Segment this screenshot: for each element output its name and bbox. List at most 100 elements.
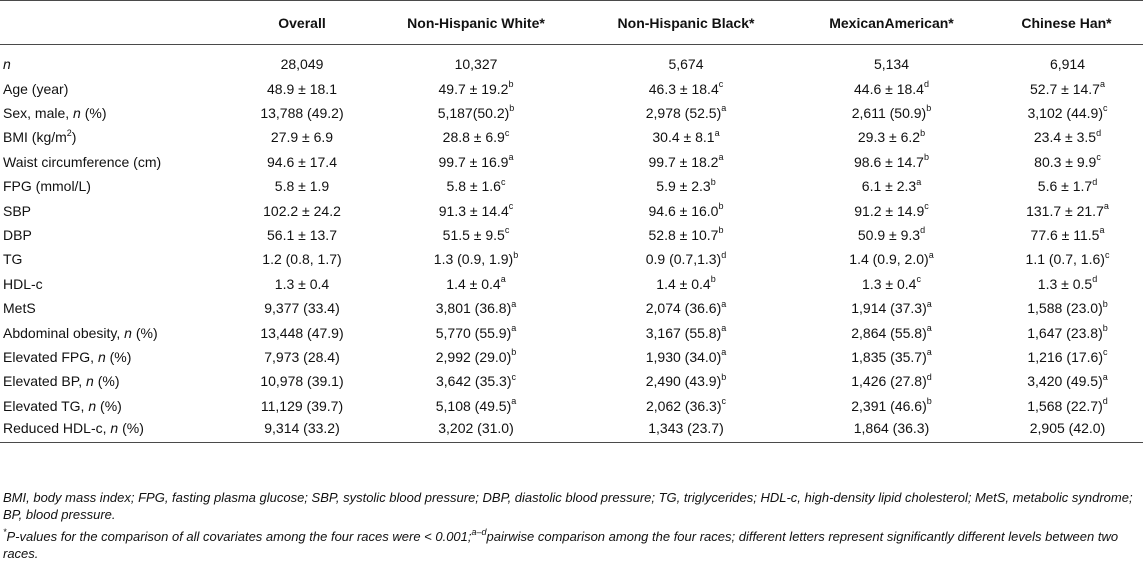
- table-cell: 10,978 (39.1): [260, 373, 344, 390]
- table-cell: 5.9 ± 2.3b: [656, 176, 716, 195]
- table-cell: 13,448 (47.9): [260, 324, 344, 341]
- significance-letter: b: [718, 225, 724, 236]
- significance-letter: b: [513, 249, 519, 260]
- table-cell: 80.3 ± 9.9c: [1034, 152, 1101, 170]
- abbreviations-note: BMI, body mass index; FPG, fasting plasm…: [3, 490, 1133, 522]
- row-label: TG: [3, 251, 23, 268]
- table-cell: 9,377 (33.4): [264, 300, 340, 317]
- significance-letter: c: [718, 79, 724, 90]
- table-cell: 10,327: [454, 55, 498, 72]
- footnote-text-a: P-values for the comparison of all covar…: [6, 529, 472, 544]
- table-row: Sex, male, n (%) 13,788 (49.2) 5,187(50.2)…: [0, 101, 1143, 125]
- significance-letter: c: [916, 274, 921, 285]
- significance-letter: a: [511, 298, 517, 309]
- table-cell: 1,930 (34.0)a: [645, 347, 727, 365]
- table-cell: 52.7 ± 14.7a: [1030, 79, 1105, 97]
- significance-letter: a: [500, 274, 506, 285]
- table-cell: 52.8 ± 10.7b: [648, 225, 724, 244]
- table-footnotes: BMI, body mass index; FPG, fasting plasm…: [3, 489, 1139, 565]
- table-cell: 3,801 (36.8)a: [435, 298, 517, 317]
- column-header: Non-Hispanic White*: [371, 0, 581, 45]
- table-cell: 51.5 ± 9.5c: [442, 225, 510, 244]
- table-cell: 5,674: [668, 55, 704, 72]
- table-cell: 3,642 (35.3)c: [436, 371, 517, 390]
- table-cell: 3,202 (31.0): [371, 417, 581, 443]
- table-row: Elevated BP, n (%) 10,978 (39.1) 3,642 (35…: [0, 369, 1143, 393]
- table-cell: 2,611 (50.9)b: [851, 103, 932, 122]
- table-cell: 2,074 (36.6)a: [645, 298, 727, 317]
- table-cell: 48.9 ± 18.1: [267, 80, 337, 97]
- significance-letter: a: [721, 322, 727, 333]
- significance-letter: d: [926, 371, 932, 382]
- significance-letter: b: [710, 176, 716, 187]
- table-cell: 27.9 ± 6.9: [270, 129, 334, 146]
- table-cell: 94.6 ± 17.4: [267, 153, 337, 170]
- table-cell: 1,647 (23.8)b: [1027, 322, 1108, 341]
- table-cell: 1.3 ± 0.4: [274, 275, 330, 292]
- significance-letter: d: [1102, 396, 1108, 407]
- table-cell: 5,770 (55.9)a: [435, 322, 517, 341]
- table-row: Waist circumference (cm) 94.6 ± 17.4 99.7 …: [0, 150, 1143, 174]
- significance-letter: c: [508, 200, 514, 211]
- significance-letter: b: [508, 79, 514, 90]
- significance-letter: b: [511, 347, 517, 358]
- significance-letter: a: [714, 127, 720, 138]
- table-cell: 91.2 ± 14.9c: [854, 200, 929, 219]
- row-label: Reduced HDL-c, n (%): [0, 417, 233, 443]
- significance-letter: c: [511, 371, 517, 382]
- row-label: Waist circumference (cm): [3, 153, 162, 170]
- row-label: Elevated TG, n (%): [3, 397, 122, 414]
- table-row: n 28,049 10,327 5,674 5,134 6,914: [0, 45, 1143, 77]
- table-cell: 30.4 ± 8.1a: [652, 127, 720, 146]
- pvalue-footnote: *P-values for the comparison of all cova…: [3, 527, 1139, 562]
- table-row: SBP 102.2 ± 24.2 91.3 ± 14.4c 94.6 ± 16.0b 9…: [0, 198, 1143, 222]
- significance-letter: b: [718, 200, 724, 211]
- table-row: Elevated TG, n (%) 11,129 (39.7) 5,108 (49…: [0, 394, 1143, 418]
- table-cell: 99.7 ± 18.2a: [648, 152, 724, 170]
- table-row: TG 1.2 (0.8, 1.7) 1.3 (0.9, 1.9)b 0.9 (0.7,…: [0, 247, 1143, 271]
- baseline-characteristics-table: Overall Non-Hispanic White* Non-Hispanic B…: [0, 0, 1143, 443]
- table-cell: 1.3 ± 0.4c: [862, 274, 921, 292]
- table-cell: 1.4 (0.9, 2.0)a: [849, 249, 934, 268]
- table-row: DBP 56.1 ± 13.7 51.5 ± 9.5c 52.8 ± 10.7b 50.…: [0, 223, 1143, 247]
- row-label: SBP: [3, 202, 32, 219]
- significance-letter: a: [926, 298, 932, 309]
- column-header: Overall: [233, 0, 371, 45]
- row-label: Sex, male, n (%): [3, 105, 107, 122]
- table-row: Reduced HDL-c, n (%) 9,314 (33.2) 3,202 (3…: [0, 417, 1143, 443]
- significance-letter: b: [1102, 298, 1108, 309]
- header-stub: [0, 0, 233, 45]
- table-cell: 131.7 ± 21.7a: [1026, 200, 1109, 219]
- table-row: HDL-c 1.3 ± 0.4 1.4 ± 0.4a 1.4 ± 0.4b 1.3 ± …: [0, 272, 1143, 296]
- row-label: n: [3, 55, 11, 72]
- table-cell: 5.6 ± 1.7d: [1037, 176, 1098, 195]
- table-cell: 1,914 (37.3)a: [851, 298, 932, 317]
- table-cell: 1.1 (0.7, 1.6)c: [1025, 249, 1110, 268]
- table-cell: 2,062 (36.3)c: [646, 396, 726, 414]
- significance-letter: b: [926, 396, 932, 407]
- significance-letter: d: [923, 79, 929, 90]
- table-cell: 50.9 ± 9.3d: [857, 225, 926, 244]
- significance-letter: b: [920, 127, 926, 138]
- table-cell: 1.3 (0.9, 1.9)b: [433, 249, 519, 268]
- table-cell: 1,343 (23.7): [581, 417, 791, 443]
- table-row: FPG (mmol/L) 5.8 ± 1.9 5.8 ± 1.6c 5.9 ± 2.3…: [0, 174, 1143, 198]
- table-cell: 1,216 (17.6)c: [1027, 347, 1108, 365]
- column-header: MexicanAmerican*: [791, 0, 992, 45]
- table-cell: 99.7 ± 16.9a: [438, 152, 514, 170]
- table-cell: 2,978 (52.5)a: [645, 103, 727, 122]
- significance-letter: a: [508, 152, 514, 163]
- significance-letter: a: [718, 152, 724, 163]
- significance-letter: a: [1099, 79, 1105, 90]
- table-cell: 1,426 (27.8)d: [851, 371, 932, 390]
- table-cell: 98.6 ± 14.7b: [854, 152, 929, 170]
- significance-letter: a: [926, 322, 932, 333]
- table-cell: 0.9 (0.7,1.3)d: [645, 249, 727, 268]
- table-cell: 77.6 ± 11.5a: [1030, 225, 1105, 244]
- table-cell: 7,973 (28.4): [264, 348, 340, 365]
- table-cell: 1.4 ± 0.4a: [446, 274, 506, 292]
- significance-letter: b: [721, 371, 727, 382]
- table-row: Age (year) 48.9 ± 18.1 49.7 ± 19.2b 46.3 ± …: [0, 77, 1143, 101]
- column-header: Non-Hispanic Black*: [581, 0, 791, 45]
- significance-letter: a: [1099, 225, 1105, 236]
